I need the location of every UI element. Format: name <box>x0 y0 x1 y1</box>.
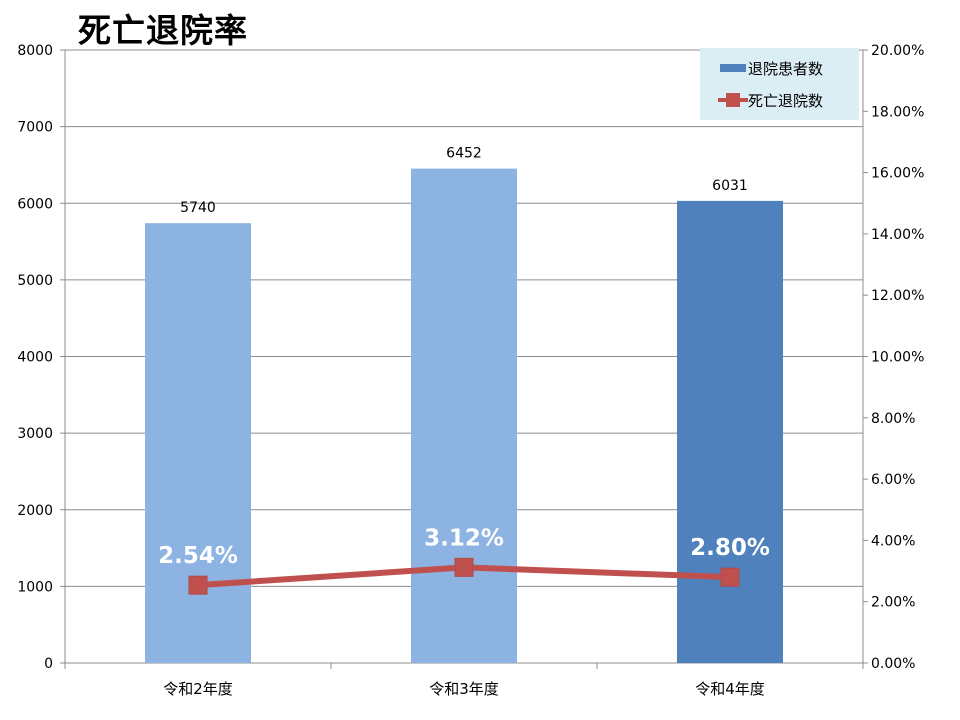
left-tick-label: 4000 <box>17 350 53 366</box>
bar <box>145 223 251 664</box>
right-tick-label: 6.00% <box>871 472 915 488</box>
x-tick-label: 令和2年度 <box>163 680 233 698</box>
legend-label-bar: 退院患者数 <box>748 60 824 78</box>
right-tick-label: 12.00% <box>871 288 924 304</box>
right-tick-label: 8.00% <box>871 411 915 427</box>
x-tick-label: 令和3年度 <box>429 680 499 698</box>
right-tick-label: 0.00% <box>871 656 915 672</box>
left-tick-label: 5000 <box>17 273 53 289</box>
line-data-label: 2.80% <box>690 535 770 561</box>
bar <box>677 200 783 663</box>
left-tick-label: 6000 <box>17 196 53 212</box>
right-tick-label: 14.00% <box>871 227 924 243</box>
line-data-label: 3.12% <box>424 525 504 551</box>
left-tick-label: 1000 <box>17 579 53 595</box>
right-tick-label: 4.00% <box>871 533 915 549</box>
bar <box>411 168 517 664</box>
legend-item-bar: 退院患者数 <box>700 56 859 80</box>
right-tick-label: 10.00% <box>871 350 924 366</box>
right-tick-label: 16.00% <box>871 166 924 182</box>
legend-label-line: 死亡退院数 <box>748 92 824 110</box>
bar-data-label: 5740 <box>180 200 216 216</box>
legend-line-marker <box>726 93 740 107</box>
x-tick-label: 令和4年度 <box>695 680 765 698</box>
line-data-label: 2.54% <box>158 543 238 569</box>
line-marker <box>720 567 740 587</box>
left-tick-label: 8000 <box>17 43 53 59</box>
left-tick-label: 3000 <box>17 426 53 442</box>
legend-bar-swatch <box>720 64 746 72</box>
left-tick-label: 7000 <box>17 120 53 136</box>
right-tick-label: 18.00% <box>871 104 924 120</box>
legend: 退院患者数 死亡退院数 <box>700 48 859 120</box>
right-tick-label: 20.00% <box>871 43 924 59</box>
line-series <box>188 557 740 595</box>
chart-title: 死亡退院率 <box>78 11 248 50</box>
bar-data-label: 6031 <box>712 178 748 194</box>
legend-item-line: 死亡退院数 <box>700 88 859 112</box>
bar-data-label: 6452 <box>446 146 482 162</box>
right-tick-label: 2.00% <box>871 595 915 611</box>
line-marker <box>188 575 208 595</box>
left-tick-label: 0 <box>44 656 53 672</box>
bar-series <box>145 168 783 664</box>
left-tick-label: 2000 <box>17 503 53 519</box>
data-labels: 5740 6452 6031 2.54% 3.12% 2.80% <box>158 146 770 570</box>
line-marker <box>454 557 474 577</box>
